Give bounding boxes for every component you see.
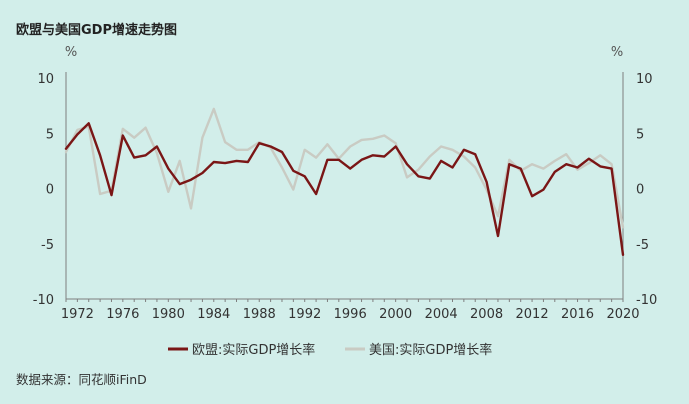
right-y-tick-label: 10 (636, 72, 653, 87)
right-y-tick-label: 5 (636, 127, 644, 142)
x-tick-label: 2012 (516, 307, 549, 322)
chart-title: 欧盟与美国GDP增速走势图 (16, 23, 177, 38)
x-tick-label: 1988 (243, 307, 276, 322)
right-y-tick-label: -10 (636, 293, 657, 308)
left-y-tick-label: -5 (41, 238, 54, 253)
x-tick-label: 1984 (197, 307, 230, 322)
left-y-tick-label: 10 (37, 72, 54, 87)
x-tick-label: 1972 (61, 307, 94, 322)
series-lines (64, 107, 625, 256)
left-y-tick-label: 5 (46, 127, 54, 142)
x-tick-label: 1996 (334, 307, 367, 322)
axes: % % 10 5 0 -5 -10 10 5 0 -5 -10 1972 1976 1980 1984 1988… (33, 45, 657, 322)
source-note: 数据来源：同花顺iFinD (16, 372, 147, 387)
x-tick-label: 2000 (379, 307, 412, 322)
left-axis-unit: % (65, 45, 77, 60)
left-y-tick-label: 0 (46, 183, 54, 198)
legend-label: 欧盟:实际GDP增长率 (192, 342, 315, 358)
x-tick-label: 1976 (106, 307, 139, 322)
x-tick-label: 1992 (288, 307, 321, 322)
right-y-tick-label: -5 (636, 238, 649, 253)
right-axis-unit: % (611, 45, 623, 60)
x-tick-label: 2016 (561, 307, 594, 322)
eu-gdp-line (64, 122, 625, 256)
x-tick-label: 2020 (606, 307, 639, 322)
left-y-tick-label: -10 (33, 293, 54, 308)
x-tick-label: 1980 (152, 307, 185, 322)
right-y-tick-label: 0 (636, 183, 644, 198)
legend-label: 美国:实际GDP增长率 (369, 342, 492, 358)
x-tick-label: 2004 (425, 307, 458, 322)
legend: 欧盟:实际GDP增长率 美国:实际GDP增长率 (168, 342, 492, 358)
us-gdp-line (64, 107, 625, 229)
x-tick-label: 2008 (470, 307, 503, 322)
